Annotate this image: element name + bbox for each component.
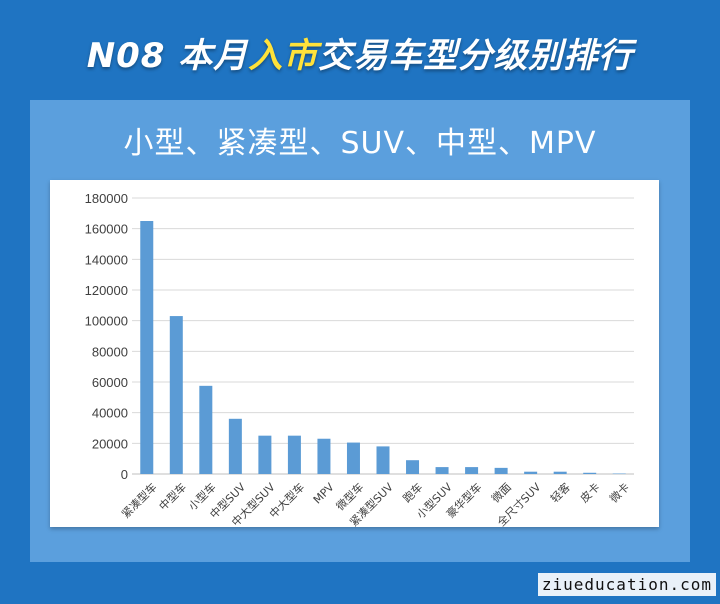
chart-area: 0 20000 40000 60000 80000 100000 120000 140000 1… xyxy=(50,180,659,527)
bar xyxy=(406,460,420,474)
y-tick-label: 60000 xyxy=(92,375,128,390)
x-tick-label: 轻客 xyxy=(547,480,572,505)
title-highlight: 入市 xyxy=(248,36,319,76)
y-tick-label: 140000 xyxy=(85,252,128,267)
chart-panel: 小型、紧凑型、SUV、中型、MPV 0 20000 40000 60000 80000 1… xyxy=(30,100,690,562)
y-tick-label: 20000 xyxy=(92,436,128,451)
y-tick-label: 0 xyxy=(121,467,128,482)
x-tick-label: 皮卡 xyxy=(578,481,603,506)
y-tick-label: 100000 xyxy=(85,314,128,329)
bar xyxy=(258,435,272,474)
y-tick-label: 80000 xyxy=(92,344,128,359)
bar xyxy=(435,467,449,474)
bar xyxy=(199,385,213,474)
bar xyxy=(169,316,183,474)
x-tick-label: 跑车 xyxy=(400,480,425,505)
bar xyxy=(228,418,242,474)
page-title: N08 本月入市交易车型分级别排行 xyxy=(0,28,720,77)
bar xyxy=(465,467,479,474)
bar xyxy=(612,473,626,475)
x-tick-label: 紧凑型车 xyxy=(119,480,160,521)
watermark: ziueducation.com xyxy=(537,573,716,596)
bar xyxy=(376,446,390,474)
x-tick-label: MPV xyxy=(311,480,337,506)
bar xyxy=(346,442,360,474)
bar xyxy=(317,438,331,474)
x-tick-label: 微卡 xyxy=(607,480,632,505)
bar xyxy=(494,467,508,474)
bar xyxy=(140,221,154,474)
title-prefix: N08 本月 xyxy=(86,36,249,76)
y-tick-label: 40000 xyxy=(92,406,128,421)
title-suffix: 交易车型分级别排行 xyxy=(318,36,634,76)
y-tick-label: 120000 xyxy=(85,283,128,298)
bar xyxy=(287,435,301,474)
bar xyxy=(553,471,567,474)
bar-chart: 0 20000 40000 60000 80000 100000 120000 140000 1… xyxy=(85,191,634,527)
bar xyxy=(524,471,538,474)
bar xyxy=(583,472,597,474)
chart-subtitle: 小型、紧凑型、SUV、中型、MPV xyxy=(123,126,597,161)
y-tick-label: 160000 xyxy=(85,222,128,237)
y-tick-label: 180000 xyxy=(85,191,128,206)
x-tick-label: 中型车 xyxy=(156,480,189,513)
x-tick-label: 微面 xyxy=(488,480,513,505)
